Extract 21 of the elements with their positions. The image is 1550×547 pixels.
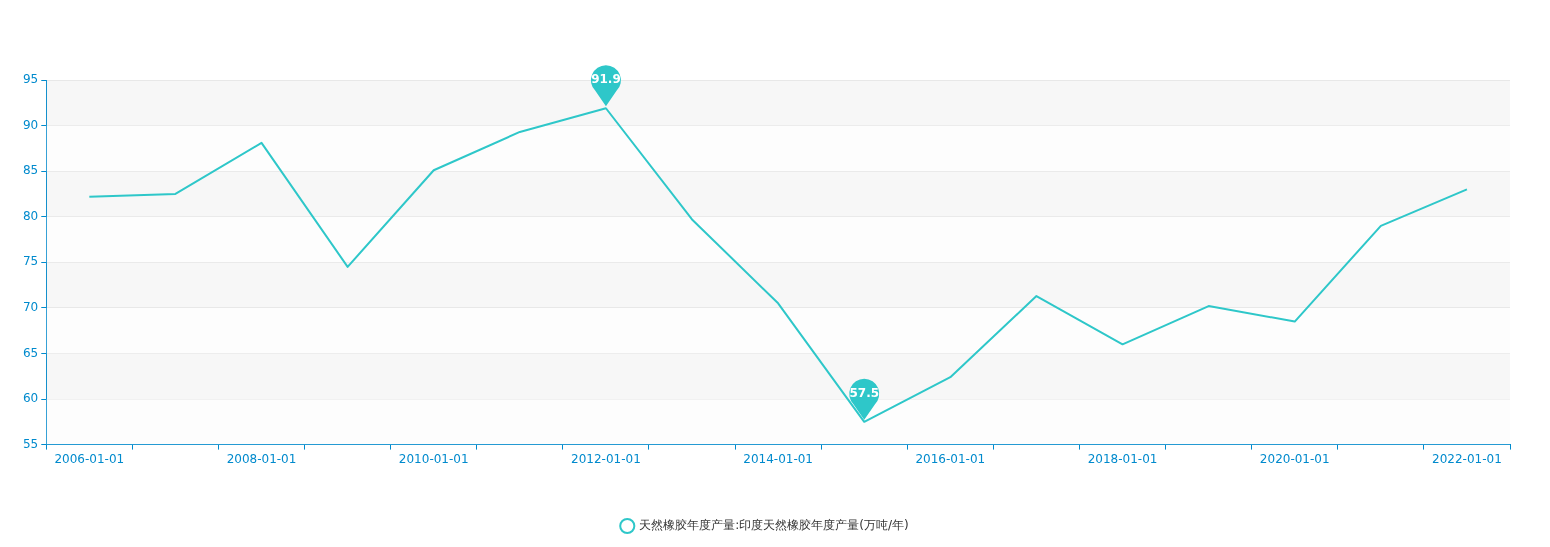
y-tick-label: 60 xyxy=(22,391,39,406)
x-tick-label: 2014-01-01 xyxy=(743,451,814,466)
y-tick-label: 65 xyxy=(22,345,39,360)
y-tick-label: 85 xyxy=(22,163,39,178)
y-tick-label: 80 xyxy=(22,208,39,223)
data-label: 57.5 xyxy=(849,385,880,400)
x-tick-label: 2018-01-01 xyxy=(1087,451,1158,466)
x-tick-label: 2008-01-01 xyxy=(226,451,297,466)
data-label: 91.9 xyxy=(591,72,621,87)
x-tick-label: 2010-01-01 xyxy=(398,451,469,466)
x-tick-label: 2020-01-01 xyxy=(1259,451,1330,466)
y-tick-label: 95 xyxy=(22,72,39,87)
y-tick-label: 70 xyxy=(22,300,39,314)
x-tick-label: 2006-01-01 xyxy=(54,451,125,466)
x-tick-label: 2022-01-01 xyxy=(1432,451,1502,466)
x-tick-label: 2012-01-01 xyxy=(571,451,641,466)
y-tick-label: 75 xyxy=(22,254,39,269)
y-tick-label: 55 xyxy=(22,436,39,451)
x-tick-label: 2016-01-01 xyxy=(915,451,986,466)
legend-label: 天然橡胶年度产量:印度天然橡胶年度产量(万吨/年) xyxy=(639,518,909,533)
y-tick-label: 90 xyxy=(22,117,39,132)
